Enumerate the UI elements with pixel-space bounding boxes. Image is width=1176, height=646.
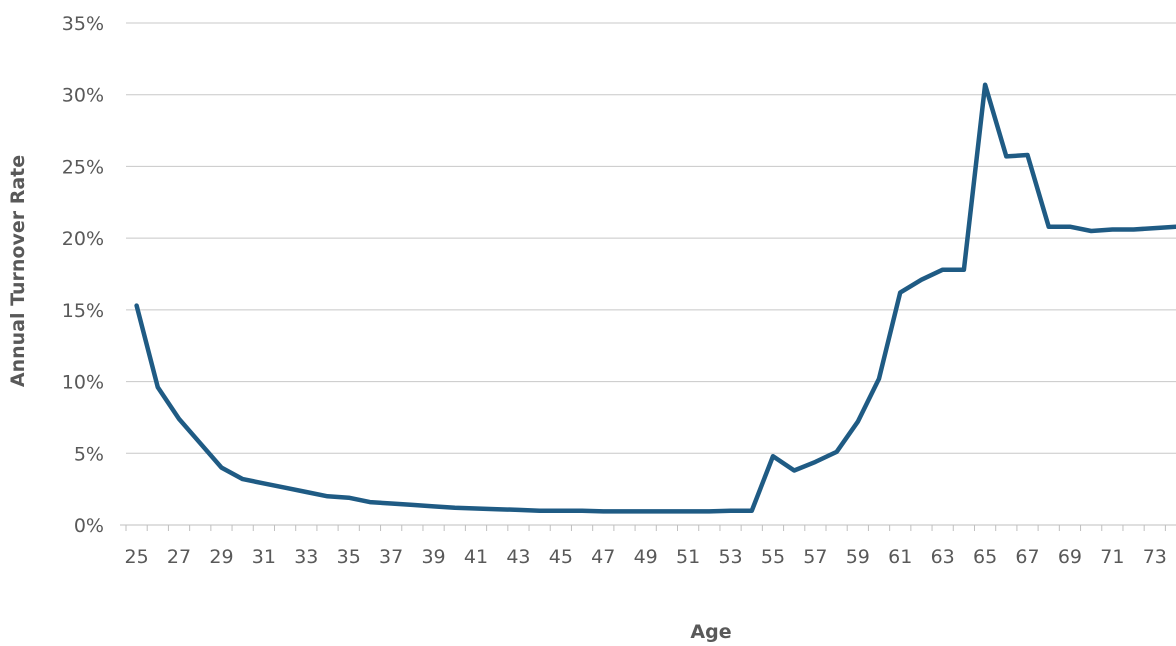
x-tick-label: 35 [337,546,361,568]
y-tick-label: 20% [62,228,104,250]
x-tick-label: 43 [506,546,530,568]
x-tick-label: 71 [1100,546,1124,568]
x-tick-label: 49 [634,546,658,568]
x-tick-label: 41 [464,546,488,568]
x-axis-tick-labels: 25 27 29 31 33 35 37 39 41 43 45 47 49 51 53 55 57 59 61 63… [125,546,1167,568]
x-axis-tick-marks [125,525,1166,531]
x-tick-label: 29 [209,546,233,568]
y-tick-label: 0% [74,515,104,537]
x-tick-label: 59 [846,546,870,568]
series-line-1 [134,82,1176,514]
x-tick-label: 25 [125,546,149,568]
y-tick-label: 25% [62,156,104,178]
x-tick-label: 69 [1058,546,1082,568]
y-tick-label: 15% [62,300,104,322]
x-tick-label: 51 [676,546,700,568]
x-tick-label: 31 [252,546,276,568]
y-axis-tick-labels: 0% 5% 10% 15% 20% 25% 30% 35% [62,13,104,537]
series-layer [134,82,1176,514]
x-tick-label: 45 [549,546,573,568]
x-tick-label: 39 [421,546,445,568]
x-tick-label: 37 [379,546,403,568]
x-axis-title: Age [690,621,731,643]
x-tick-label: 33 [294,546,318,568]
x-tick-label: 65 [973,546,997,568]
x-tick-label: 27 [167,546,191,568]
y-tick-label: 10% [62,372,104,394]
x-tick-label: 57 [803,546,827,568]
x-tick-label: 63 [931,546,955,568]
x-tick-label: 73 [1143,546,1167,568]
x-tick-label: 47 [591,546,615,568]
x-tick-label: 61 [888,546,912,568]
x-tick-label: 53 [718,546,742,568]
x-tick-label: 55 [761,546,785,568]
y-tick-label: 35% [62,13,104,35]
gridlines [126,22,1176,454]
x-tick-label: 67 [1015,546,1039,568]
y-axis-title: Annual Turnover Rate [7,155,29,387]
y-tick-label: 5% [74,443,104,465]
y-tick-label: 30% [62,85,104,107]
